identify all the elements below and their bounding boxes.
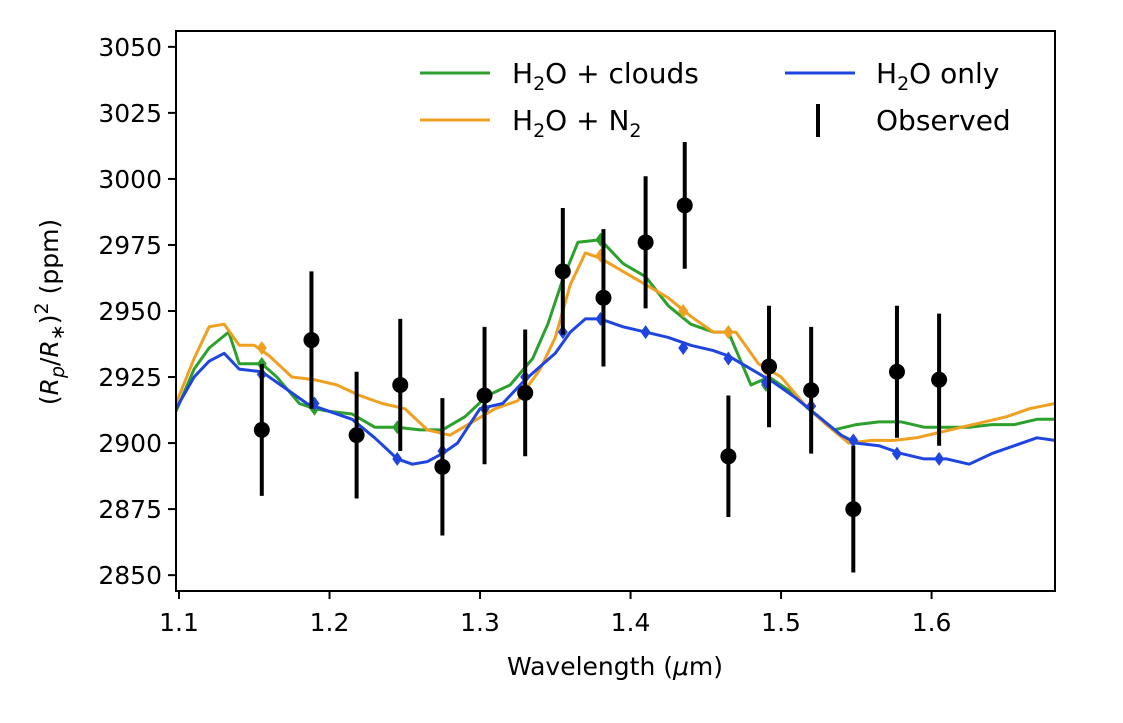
legend-item-h2o-only: H2O only [785,57,999,95]
series-marker-h2o_only [392,451,403,466]
y-tick-label: 2850 [98,561,162,590]
legend-item-h2o-clouds: H2O + clouds [420,57,699,95]
legend-label-observed: Observed [876,104,1011,137]
series-marker-h2o_n2 [723,325,734,340]
y-tick-label: 2950 [98,297,162,326]
y-tick-label: 2900 [98,429,162,458]
legend-label-h2o-clouds: H2O + clouds [512,57,699,95]
x-tick-label: 1.1 [159,608,199,637]
x-tick-label: 1.2 [310,608,350,637]
x-tick-label: 1.6 [912,608,952,637]
observed-point [348,427,365,444]
observed-point [392,376,409,393]
x-tick-label: 1.4 [611,608,651,637]
legend-label-h2o-n2: H2O + N2 [512,104,642,142]
series-marker-h2o_n2 [256,340,267,355]
observed-point [476,387,493,404]
series-marker-h2o_only [848,433,859,448]
observed-point [434,458,451,475]
series-marker-h2o_only [891,446,902,461]
observed-point [253,421,270,438]
observed-point [845,501,862,518]
series-marker-h2o_only [723,351,734,366]
y-tick-label: 3025 [98,99,162,128]
observed-point [761,358,778,375]
observed-point [803,382,820,399]
legend-item-observed: Observed [816,104,1011,137]
y-axis-ticks: 2850 2875 2900 2925 2950 2975 3000 3025 3050 [98,33,176,590]
y-axis-title: (Rp/R∗)2 (ppm) [31,219,69,405]
series-marker-h2o_only [934,451,945,466]
observed-point [554,263,571,280]
series-marker-h2o_only [678,340,689,355]
x-tick-label: 1.5 [761,608,801,637]
y-tick-label: 3050 [98,33,162,62]
observed-point [303,332,320,349]
observed-point [595,289,612,306]
y-tick-label: 2975 [98,231,162,260]
observed-point [676,197,693,214]
x-axis-title: Wavelength (μm) [507,652,723,681]
observed-point [888,363,905,380]
series-marker-h2o_only [640,325,651,340]
observed-point [637,234,654,251]
x-tick-label: 1.3 [460,608,500,637]
x-axis-ticks: 1.1 1.2 1.3 1.4 1.5 1.6 [159,591,951,637]
observed-point [517,384,534,401]
series-line-h2o_n2 [176,251,1055,445]
legend-label-h2o-only: H2O only [876,57,999,95]
y-tick-label: 2875 [98,495,162,524]
series-layer [176,232,1055,466]
legend-item-h2o-n2: H2O + N2 [420,104,642,142]
y-tick-label: 2925 [98,363,162,392]
observed-point [720,448,737,465]
series-marker-h2o_n2 [678,304,689,318]
observed-points [253,141,948,573]
plot-frame [175,30,1056,592]
y-tick-label: 3000 [98,165,162,194]
observed-point [931,371,948,388]
legend: H2O + clouds H2O only H2O + N2 Observed [420,57,1011,142]
